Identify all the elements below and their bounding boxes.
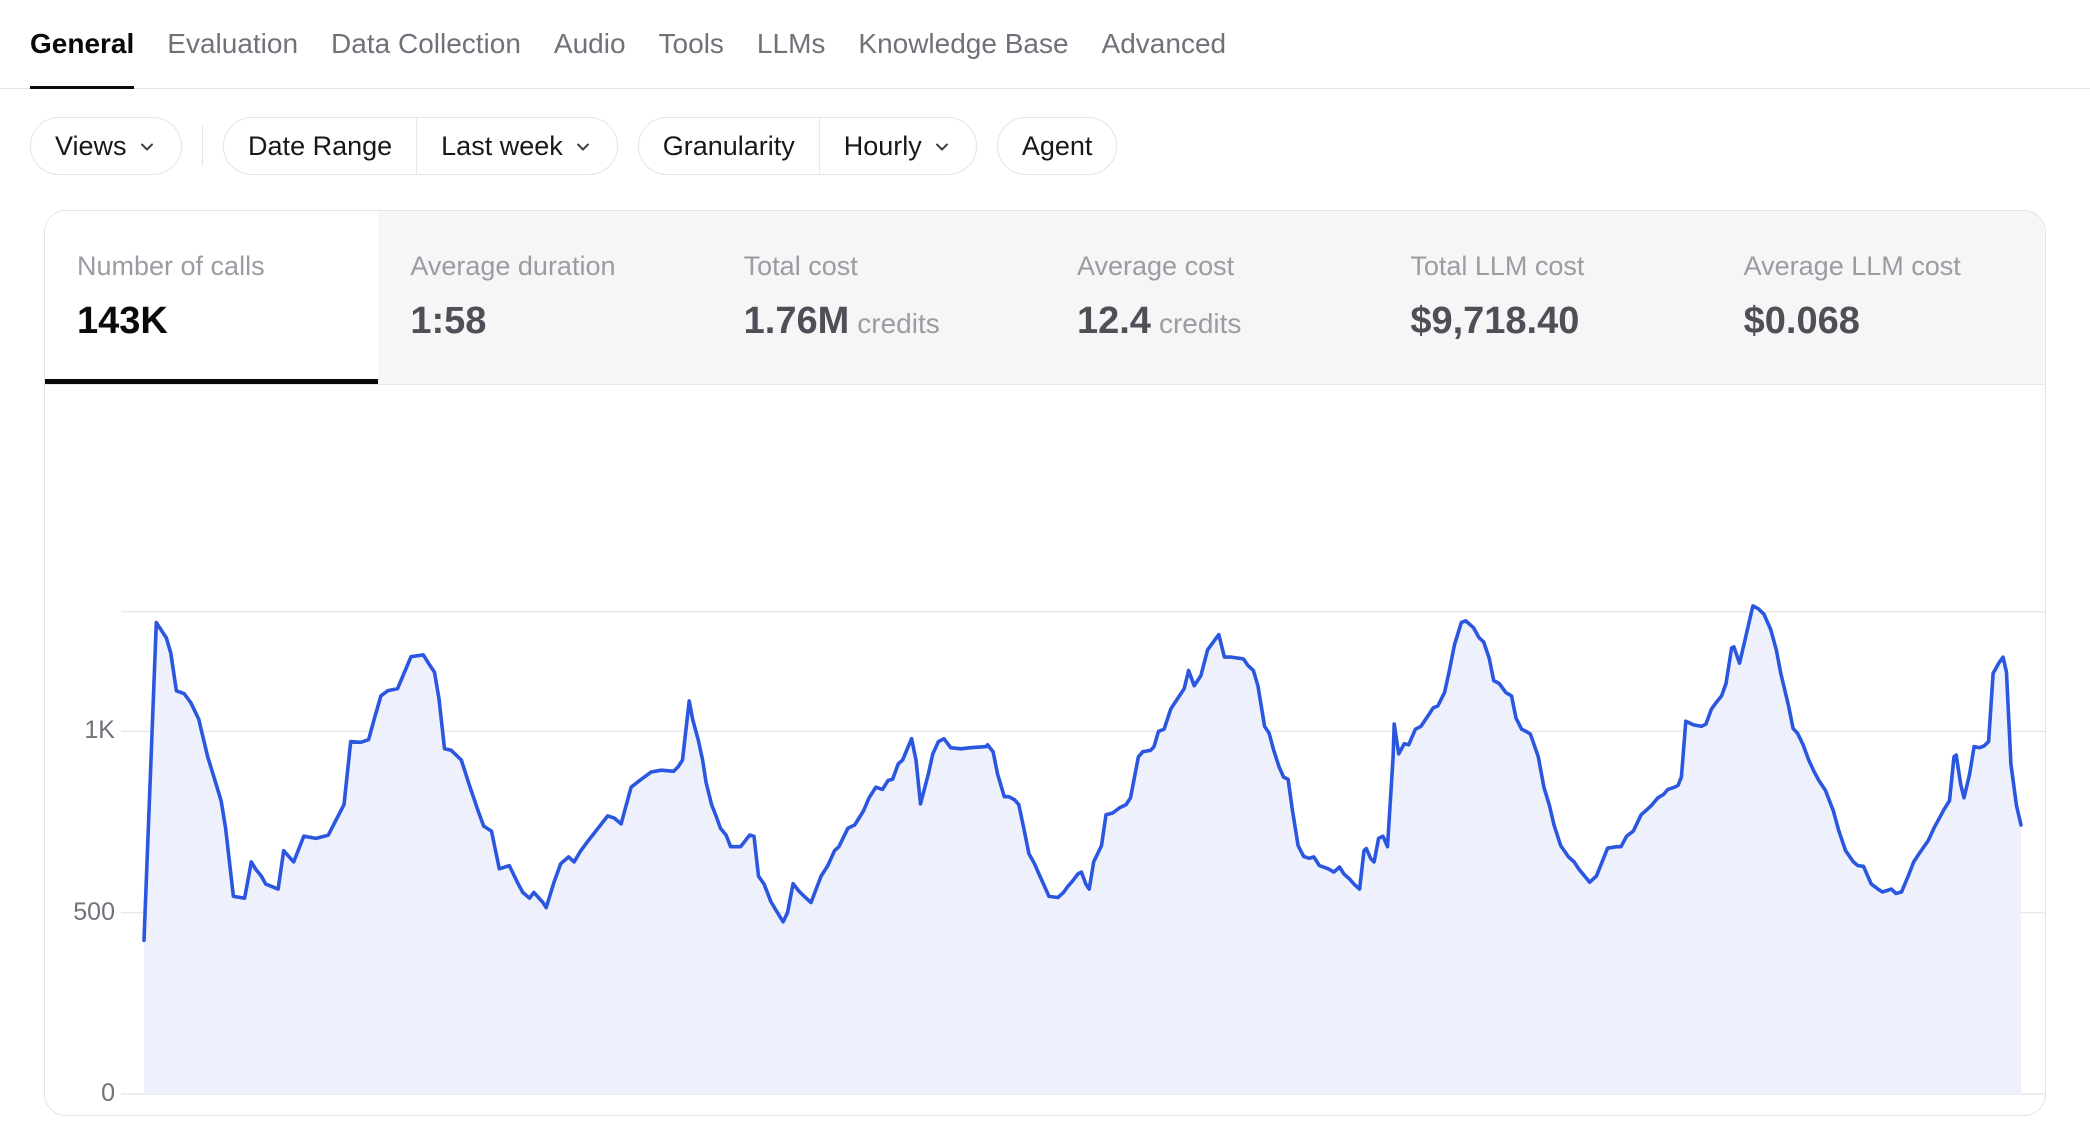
date-range-label: Date Range	[248, 130, 393, 161]
metric-value-suffix: credits	[1158, 308, 1242, 339]
nav-tab-general[interactable]: General	[30, 24, 135, 89]
granularity-value: Hourly	[843, 130, 922, 161]
metric-tab-average-duration[interactable]: Average duration 1:58	[378, 211, 712, 384]
metric-tab-number-of-calls[interactable]: Number of calls 143K	[45, 211, 379, 384]
views-label: Views	[55, 130, 127, 161]
nav-tab-audio[interactable]: Audio	[553, 28, 626, 59]
granularity-label: Granularity	[662, 130, 795, 161]
metric-value: $0.068	[1743, 300, 1860, 342]
area-fill	[144, 605, 2021, 1094]
nav-tab-evaluation[interactable]: Evaluation	[167, 28, 299, 59]
granularity-filter[interactable]: Granularity Hourly	[637, 117, 977, 175]
nav-tab-knowledge-base[interactable]: Knowledge Base	[858, 28, 1069, 59]
date-range-value: Last week	[441, 130, 563, 161]
y-tick-label-0: 0	[101, 1079, 115, 1107]
metric-label: Number of calls	[77, 251, 265, 281]
area-chart-plot[interactable]	[121, 604, 2045, 1116]
chevron-down-icon	[140, 143, 153, 151]
agent-filter[interactable]: Agent	[996, 117, 1118, 175]
analytics-card: Number of calls 143K Average duration 1:58 T…	[44, 210, 2046, 1116]
calls-chart: 0 500 1K	[45, 385, 2045, 1107]
calls-line-series	[142, 604, 2023, 943]
metric-value: 12.4 credits	[1076, 300, 1242, 342]
metric-label: Average duration	[410, 251, 616, 281]
metric-tab-average-cost[interactable]: Average cost 12.4 credits	[1044, 211, 1379, 384]
metric-label: Total LLM cost	[1410, 251, 1585, 281]
metric-value: 143K	[77, 300, 168, 342]
metric-label: Average cost	[1076, 251, 1235, 281]
metric-value: 1:58	[410, 300, 487, 342]
metric-tab-total-llm-cost[interactable]: Total LLM cost $9,718.40	[1378, 211, 1712, 384]
metric-label: Average LLM cost	[1743, 251, 1961, 281]
nav-tab-data-collection[interactable]: Data Collection	[331, 28, 521, 59]
nav-tab-tools[interactable]: Tools	[658, 28, 724, 59]
agent-label: Agent	[1021, 130, 1093, 161]
metric-label: Total cost	[743, 251, 858, 281]
date-range-filter[interactable]: Date Range Last week	[223, 117, 618, 175]
filter-divider	[201, 126, 204, 166]
metric-value: $9,718.40	[1410, 300, 1580, 342]
y-tick-label-1K: 1K	[84, 716, 115, 745]
filter-bar: Views Date Range Last week Granularity H…	[30, 117, 1118, 175]
nav-tab-llms[interactable]: LLMs	[756, 28, 826, 59]
nav-tab-advanced[interactable]: Advanced	[1101, 28, 1227, 59]
metric-tabs: Number of calls 143K Average duration 1:58 T…	[45, 211, 2045, 385]
chevron-down-icon	[576, 143, 589, 151]
y-tick-label-500: 500	[73, 897, 115, 926]
views-dropdown[interactable]: Views	[30, 117, 182, 175]
top-nav: General Evaluation Data Collection Audio Too…	[0, 0, 2090, 89]
metric-value: 1.76M credits	[743, 300, 940, 342]
chevron-down-icon	[935, 143, 948, 151]
metric-tab-average-llm-cost[interactable]: Average LLM cost $0.068	[1711, 211, 2045, 384]
metric-value-suffix: credits	[857, 308, 940, 339]
metric-tab-total-cost[interactable]: Total cost 1.76M credits	[711, 211, 1045, 384]
